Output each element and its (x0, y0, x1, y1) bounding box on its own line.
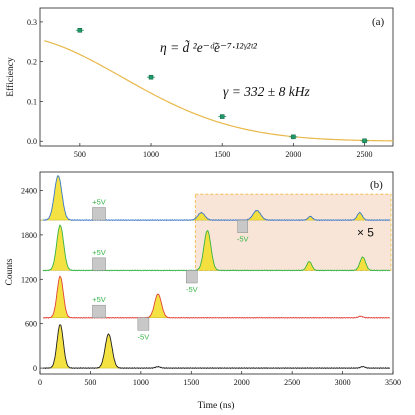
panel-a-y-tick-label: 0.3 (27, 18, 37, 27)
panel-b-trace-group (42, 324, 391, 370)
panel-b-voltage-label: -5V (237, 235, 249, 244)
panel-b-xlabel: Time (ns) (198, 400, 235, 411)
panel-b-trace-group: +5V -5V (43, 275, 391, 341)
panel-b-peak-fill (91, 333, 126, 369)
panel-b-y-tick-label: 0 (33, 364, 37, 373)
panel-b-voltage-label: -5V (138, 332, 150, 341)
panel-a-ticks: 500 1000 1500 2000 2500 0.0 0.1 0.2 0.3 (27, 18, 373, 159)
panel-b-x-tick-label: 1000 (133, 378, 149, 387)
panel-a-x-tick-label: 2000 (285, 150, 301, 159)
highlight-scale-label: × 5 (357, 225, 374, 239)
panel-b-x-tick-label: 0 (38, 378, 42, 387)
panel-a-y-tick-label: 0.2 (27, 58, 37, 67)
panel-a-fit-curve (44, 40, 394, 142)
panel-b-peak-fill (45, 324, 76, 369)
panel-b-voltage-label: +5V (92, 198, 106, 207)
panel-b-y-tick-label: 2400 (21, 186, 37, 195)
panel-b-y-tick-label: 1200 (21, 275, 37, 284)
panel-b-x-tick-label: 2000 (234, 378, 250, 387)
panel-b-voltage-pulse (92, 304, 106, 319)
panel-b-y-tick-label: 600 (25, 320, 37, 329)
panel-b-voltage-pulse (185, 270, 198, 284)
panel-b-x-tick-label: 2500 (284, 378, 300, 387)
panel-a-data-points (75, 28, 369, 144)
panel-b-voltage-pulse (92, 257, 106, 271)
panel-a-x-tick-label: 500 (74, 150, 86, 159)
panel-b-trace-group: +5V -5V (42, 224, 391, 294)
panel-b-x-tick-label: 1500 (183, 378, 199, 387)
panel-b-ticks: 0 500 1000 1500 2000 2500 3000 3500 0 600 1200 1800… (21, 186, 401, 387)
panel-a-x-tick-label: 1500 (214, 150, 230, 159)
panel-b-trace-line (42, 324, 391, 370)
panel-a-x-tick-label: 1000 (143, 150, 159, 159)
panel-b-ylabel: Counts (5, 258, 15, 285)
panel-b-voltage-label: +5V (92, 295, 106, 304)
panel-a-frame (39, 7, 394, 147)
panel-a-point (148, 74, 154, 80)
panel-a-y-tick-label: 0.1 (27, 97, 37, 106)
panel-b-peak-fill (141, 293, 175, 318)
panel-a-point (77, 28, 83, 33)
panel-b-trace-group: +5V -5V (39, 175, 391, 244)
panel-b-voltage-pulse (237, 219, 249, 233)
panel-b-peak-fill (45, 275, 76, 318)
panel-a-point (219, 114, 225, 119)
panel-b-traces: +5V -5V +5V -5V +5V -5V (39, 175, 391, 370)
panel-b-voltage-label: +5V (92, 248, 106, 257)
panel-b-peak-fill (43, 224, 77, 271)
panel-b-frame (39, 171, 394, 375)
panel-b-x-tick-label: 500 (84, 378, 96, 387)
panel-a-efficiency-chart: 500 1000 1500 2000 2500 0.0 0.1 0.2 0.3 (a) Effi… (5, 7, 394, 159)
panel-b-x-tick-label: 3500 (385, 378, 401, 387)
panel-b-y-tick-label: 1800 (21, 231, 37, 240)
panel-b-counts-chart: +5V -5V +5V -5V +5V -5V 0 500 1000 1500 2000 2500 3… (5, 171, 401, 411)
panel-a-y-tick-label: 0.0 (27, 137, 37, 146)
panel-b-x-tick-label: 3000 (335, 378, 351, 387)
panel-b-voltage-pulse (137, 317, 150, 331)
equation-efficiency: η = d̃ ²e⁻ᵈ̃e⁻⁷·¹²ᵞ²ᵗ² (160, 40, 258, 55)
panel-b-voltage-label: -5V (186, 285, 198, 294)
panel-a-point (362, 138, 367, 144)
panel-a-label: (a) (372, 16, 385, 28)
panel-a-ylabel: Efficiency (5, 57, 16, 97)
equation-gamma: γ = 332 ± 8 kHz (223, 84, 310, 99)
panel-b-peak-fill (39, 175, 77, 221)
panel-a-point (291, 134, 296, 140)
panel-b-highlight-region (194, 193, 392, 271)
panel-b-label: (b) (370, 179, 383, 191)
panel-a-x-tick-label: 2500 (357, 150, 373, 159)
panel-b-voltage-pulse (92, 207, 106, 221)
